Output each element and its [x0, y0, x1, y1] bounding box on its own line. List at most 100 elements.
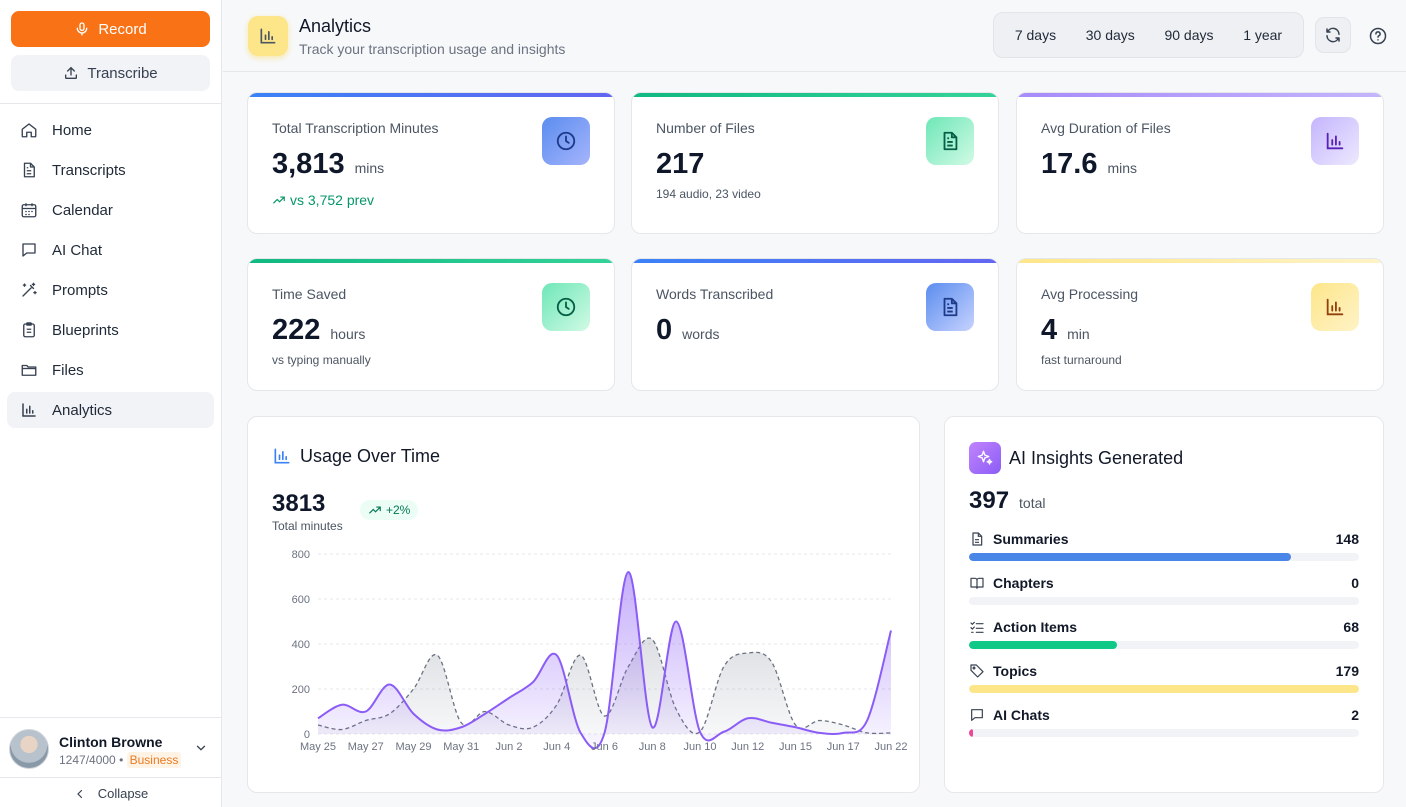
insight-bar-track: [969, 641, 1359, 649]
x-tick-label: May 29: [395, 741, 431, 753]
stat-label: Words Transcribed: [656, 286, 774, 302]
bar-chart-icon: [1311, 283, 1359, 331]
range-90-days[interactable]: 90 days: [1164, 27, 1214, 43]
x-tick-label: Jun 4: [543, 741, 570, 753]
upload-icon: [65, 66, 78, 79]
stat-label: Avg Processing: [1041, 286, 1139, 302]
sidebar-item-label: Home: [52, 121, 93, 139]
record-button[interactable]: Record: [11, 11, 210, 47]
stat-unit: hours: [330, 326, 366, 342]
plan-badge: Business: [126, 752, 182, 768]
sidebar-item-prompts[interactable]: Prompts: [7, 272, 214, 308]
file-text-icon: [926, 283, 974, 331]
x-tick-label: Jun 10: [683, 741, 716, 753]
sidebar-item-transcripts[interactable]: Transcripts: [7, 152, 214, 188]
stat-trend: vs 3,752 prev: [272, 192, 374, 208]
page-title: Analytics: [299, 16, 372, 36]
help-circle-icon: [1369, 27, 1387, 45]
usage-title: Usage Over Time: [300, 446, 441, 466]
checklist-icon: [970, 621, 984, 633]
sidebar-item-ai-chat[interactable]: AI Chat: [7, 232, 214, 268]
chevron-down-icon[interactable]: [194, 741, 208, 755]
transcribe-label: Transcribe: [87, 64, 158, 82]
user-account-menu[interactable]: Clinton Browne 1247/4000 • Business: [0, 717, 222, 778]
stat-card-words-transcribed: Words Transcribed 0 words: [631, 258, 999, 391]
stat-number: 17.6: [1041, 148, 1098, 180]
sidebar-item-label: Prompts: [52, 281, 108, 299]
x-tick-label: Jun 2: [496, 741, 523, 753]
stat-card-number-of-files: Number of Files 217 194 audio, 23 video: [631, 92, 999, 234]
ai-insights-panel: AI Insights Generated 397 total Summaries…: [944, 416, 1384, 793]
trending-up-icon: [369, 506, 381, 514]
range-7-days[interactable]: 7 days: [1014, 27, 1057, 43]
transcribe-button[interactable]: Transcribe: [11, 55, 210, 91]
refresh-icon: [1326, 27, 1340, 43]
sidebar-item-files[interactable]: Files: [7, 352, 214, 388]
stat-sub: vs typing manually: [272, 353, 371, 367]
insight-bar-fill: [969, 641, 1118, 649]
insight-value: 148: [1335, 531, 1359, 547]
card-accent-bar: [248, 259, 614, 263]
insight-bar-fill: [969, 685, 1359, 693]
sidebar-item-calendar[interactable]: Calendar: [7, 192, 214, 228]
sidebar-item-home[interactable]: Home: [7, 112, 214, 148]
refresh-button[interactable]: [1315, 17, 1351, 53]
card-accent-bar: [1017, 259, 1383, 263]
insight-label: Chapters: [993, 575, 1054, 591]
stat-number: 222: [272, 314, 321, 346]
stat-card-time-saved: Time Saved 222 hours vs typing manually: [247, 258, 615, 391]
usage-total: 3813: [272, 490, 326, 517]
folder-icon: [21, 364, 37, 376]
insight-bar-fill: [969, 553, 1292, 561]
series-area-previous: [318, 638, 891, 734]
stat-unit: mins: [354, 160, 385, 176]
user-name: Clinton Browne: [59, 734, 163, 750]
usage-change-badge: +2%: [360, 500, 419, 520]
insight-bar-track: [969, 729, 1359, 737]
insight-name: Topics: [969, 663, 1037, 679]
stat-unit: min: [1067, 326, 1090, 342]
tag-icon: [970, 664, 984, 678]
file-text-icon: [23, 162, 35, 178]
y-tick-label: 800: [292, 549, 310, 561]
stat-label: Avg Duration of Files: [1041, 120, 1171, 136]
range-1-year[interactable]: 1 year: [1243, 27, 1283, 43]
insight-label: Summaries: [993, 531, 1069, 547]
stat-value: 222 hours: [272, 314, 365, 347]
usage-total-label: Total minutes: [272, 519, 343, 533]
user-usage: 1247/4000 • Business: [59, 752, 182, 768]
collapse-button[interactable]: Collapse: [0, 780, 222, 807]
x-tick-label: May 31: [443, 741, 479, 753]
avatar: [9, 729, 49, 769]
clock-icon: [542, 283, 590, 331]
range-30-days[interactable]: 30 days: [1085, 27, 1135, 43]
y-tick-label: 600: [292, 594, 310, 606]
bar-chart-icon: [274, 448, 290, 464]
stat-label: Time Saved: [272, 286, 347, 302]
x-tick-label: Jun 15: [779, 741, 812, 753]
stat-value: 4 min: [1041, 314, 1090, 347]
magic-wand-icon: [22, 282, 37, 297]
x-tick-label: Jun 6: [591, 741, 618, 753]
trend-text: vs 3,752 prev: [290, 192, 375, 208]
sidebar-item-blueprints[interactable]: Blueprints: [7, 312, 214, 348]
insight-value: 68: [1343, 619, 1359, 635]
series-line-current: [317, 570, 892, 750]
sidebar-item-analytics[interactable]: Analytics: [7, 392, 214, 428]
stat-card-total-minutes: Total Transcription Minutes 3,813 mins vs…: [247, 92, 615, 234]
insight-bar-track: [969, 685, 1359, 693]
date-range-selector: 7 days 30 days 90 days 1 year: [993, 12, 1304, 58]
page-subtitle: Track your transcription usage and insig…: [299, 41, 566, 57]
series-line-previous: [317, 637, 892, 735]
help-button[interactable]: [1363, 21, 1393, 51]
insight-name: Chapters: [969, 575, 1054, 591]
sparkles-icon: [969, 442, 1001, 474]
insights-title: AI Insights Generated: [1009, 448, 1184, 468]
sidebar-item-label: Files: [52, 361, 84, 379]
card-accent-bar: [1017, 93, 1383, 97]
insight-name: AI Chats: [969, 707, 1050, 723]
stat-sub: 194 audio, 23 video: [656, 187, 761, 201]
trending-up-icon: [273, 196, 285, 204]
chevron-left-icon: [76, 789, 82, 798]
card-accent-bar: [632, 93, 998, 97]
